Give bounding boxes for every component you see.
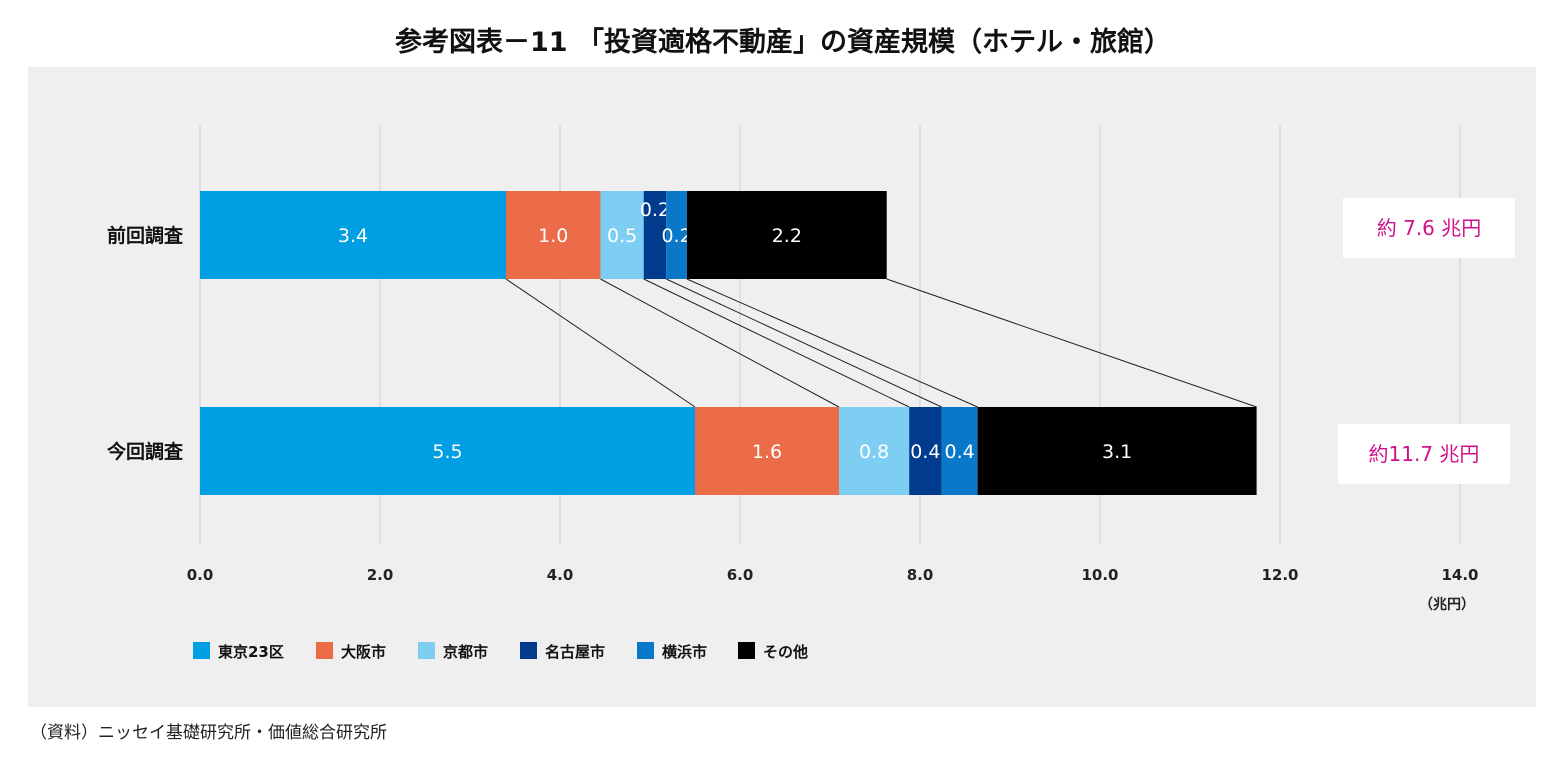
data-label: 1.0 xyxy=(538,225,568,247)
data-label: 3.4 xyxy=(338,225,368,247)
bar-segment xyxy=(941,407,978,495)
x-tick-label: 2.0 xyxy=(367,566,394,584)
data-label: 0.2 xyxy=(640,199,670,221)
chart-panel xyxy=(28,67,1536,707)
total-label: 約 7.6 兆円 xyxy=(1377,216,1482,240)
category-label: 前回調査 xyxy=(107,224,184,247)
x-tick-label: 8.0 xyxy=(907,566,934,584)
chart-title: 参考図表－11 「投資適格不動産」の資産規模（ホテル・旅館） xyxy=(395,27,1171,58)
bar-segment xyxy=(666,191,687,279)
bar-segment xyxy=(977,407,1257,495)
connector-line xyxy=(505,278,696,408)
connector-line xyxy=(686,278,978,408)
x-unit-label: （兆円） xyxy=(1419,597,1475,613)
legend-label: 大阪市 xyxy=(341,643,386,661)
legend-swatch xyxy=(637,642,654,659)
legend-label: 横浜市 xyxy=(662,643,707,661)
bar-segment xyxy=(643,191,667,279)
data-label: 0.4 xyxy=(910,441,940,463)
x-tick-label: 12.0 xyxy=(1261,566,1298,584)
bar-segment xyxy=(686,191,887,279)
connector-line xyxy=(600,278,840,408)
data-label: 1.6 xyxy=(752,441,782,463)
connector-line xyxy=(665,278,942,408)
bar-segment xyxy=(200,407,695,495)
bar-segment xyxy=(839,407,910,495)
data-label: 2.2 xyxy=(772,225,802,247)
data-label: 0.8 xyxy=(859,441,889,463)
total-label: 約11.7 兆円 xyxy=(1369,442,1480,466)
x-tick-label: 0.0 xyxy=(187,566,214,584)
data-label: 0.5 xyxy=(607,225,637,247)
category-label: 今回調査 xyxy=(106,440,184,463)
bar-segment xyxy=(506,191,601,279)
bar-segment xyxy=(695,407,839,495)
data-label: 0.2 xyxy=(661,225,691,247)
data-label: 3.1 xyxy=(1102,441,1132,463)
bar-segment xyxy=(600,191,644,279)
legend-swatch xyxy=(520,642,537,659)
total-box xyxy=(1343,198,1515,258)
legend-swatch xyxy=(316,642,333,659)
x-tick-label: 6.0 xyxy=(727,566,754,584)
legend-label: その他 xyxy=(763,643,808,661)
legend-label: 名古屋市 xyxy=(545,643,605,661)
data-label: 5.5 xyxy=(432,441,462,463)
x-tick-label: 4.0 xyxy=(547,566,574,584)
bar-segment xyxy=(200,191,506,279)
x-tick-label: 10.0 xyxy=(1081,566,1118,584)
connector-line xyxy=(886,278,1257,408)
legend-swatch xyxy=(418,642,435,659)
data-label: 0.4 xyxy=(944,441,974,463)
legend-swatch xyxy=(738,642,755,659)
legend-label: 東京23区 xyxy=(218,643,284,661)
source-note: （資料）ニッセイ基礎研究所・価値総合研究所 xyxy=(30,723,387,743)
x-tick-label: 14.0 xyxy=(1441,566,1478,584)
bar-segment xyxy=(909,407,942,495)
legend-swatch xyxy=(193,642,210,659)
legend-label: 京都市 xyxy=(443,643,488,661)
total-box xyxy=(1338,424,1510,484)
connector-line xyxy=(643,278,910,408)
